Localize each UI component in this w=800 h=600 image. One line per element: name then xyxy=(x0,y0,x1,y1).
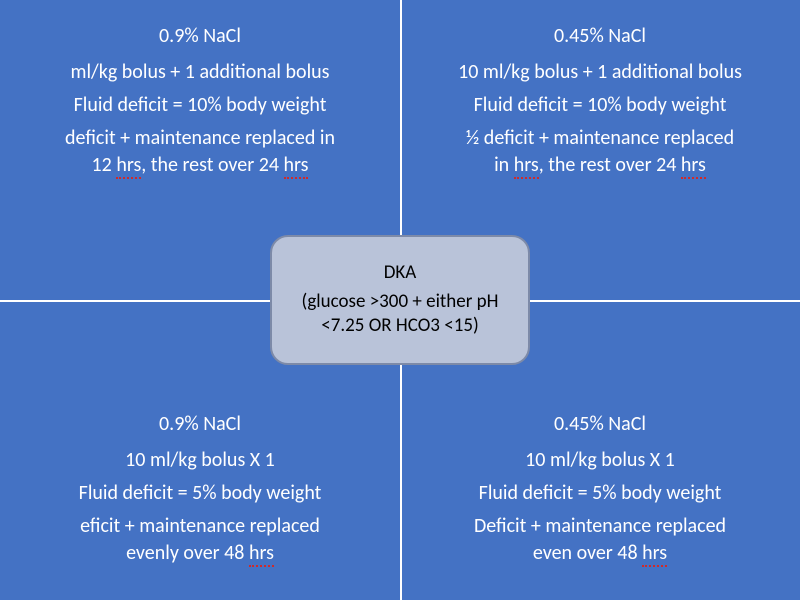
center-box-subtitle: (glucose >300 + either pH <7.25 OR HCO3 … xyxy=(290,290,510,339)
quad-line: 10 ml/kg bolus + 1 additional bolus xyxy=(458,59,742,86)
quad-line: ½ deficit + maintenance replacedin hrs, … xyxy=(466,125,734,179)
center-box-title: DKA xyxy=(384,261,417,286)
quad-line: Fluid deficit = 5% body weight xyxy=(79,480,322,507)
quad-title: 0.9% NaCl xyxy=(159,411,241,438)
quad-line: Deficit + maintenance replacedeven over … xyxy=(474,513,726,567)
center-box-dka: DKA (glucose >300 + either pH <7.25 OR H… xyxy=(270,235,530,365)
quad-line: Fluid deficit = 10% body weight xyxy=(74,92,327,119)
quad-line: Fluid deficit = 5% body weight xyxy=(479,480,722,507)
quad-title: 0.9% NaCl xyxy=(159,23,241,50)
quad-title: 0.45% NaCl xyxy=(554,23,646,50)
quad-line: deficit + maintenance replaced in12 hrs,… xyxy=(65,125,335,179)
quad-line: eficit + maintenance replacedevenly over… xyxy=(80,513,320,567)
quad-line: ml/kg bolus + 1 additional bolus xyxy=(70,59,329,86)
quad-title: 0.45% NaCl xyxy=(554,411,646,438)
quad-line: 10 ml/kg bolus X 1 xyxy=(525,447,675,474)
quad-line: 10 ml/kg bolus X 1 xyxy=(125,447,275,474)
quad-line: Fluid deficit = 10% body weight xyxy=(474,92,727,119)
